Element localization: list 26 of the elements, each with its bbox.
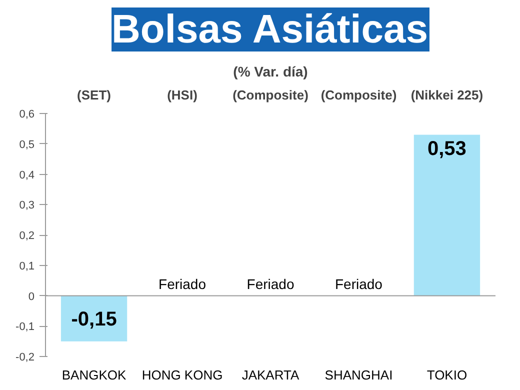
y-tick-label: -0,2 [16,352,35,364]
x-tick-label: HONG KONG [142,368,223,382]
y-tick-label: 0,2 [19,230,35,242]
text: (HSI) [167,88,198,102]
text: (Composite) [320,88,397,102]
text: (SET) [77,88,112,102]
x-tick-label: BANGKOK [62,368,127,382]
text: Feriado [158,276,206,292]
x-tick-label: JAKARTA [242,368,300,382]
y-tick-label: 0,1 [19,260,35,272]
text: (Nikkei 225) [410,88,484,102]
y-tick-label: 0,5 [19,138,35,151]
y-tick-label: 0,6 [19,108,35,120]
data-label: -0,15 [71,308,117,331]
y-tick-label: 0 [28,290,35,303]
chart-subtitle: (% Var. día) [233,64,308,80]
text: Feriado [246,276,294,292]
chart-title: Bolsas Asiáticas [112,8,428,52]
x-tick-label: SHANGHAI [324,368,393,382]
y-tick-label: 0,4 [19,169,35,182]
text: (Composite) [232,88,308,102]
y-tick-label: -0,1 [16,321,35,334]
text: Feriado [335,276,382,292]
y-tick-label: 0,3 [19,200,35,212]
x-tick-label: TOKIO [426,368,468,382]
data-label: 0,53 [428,138,466,160]
